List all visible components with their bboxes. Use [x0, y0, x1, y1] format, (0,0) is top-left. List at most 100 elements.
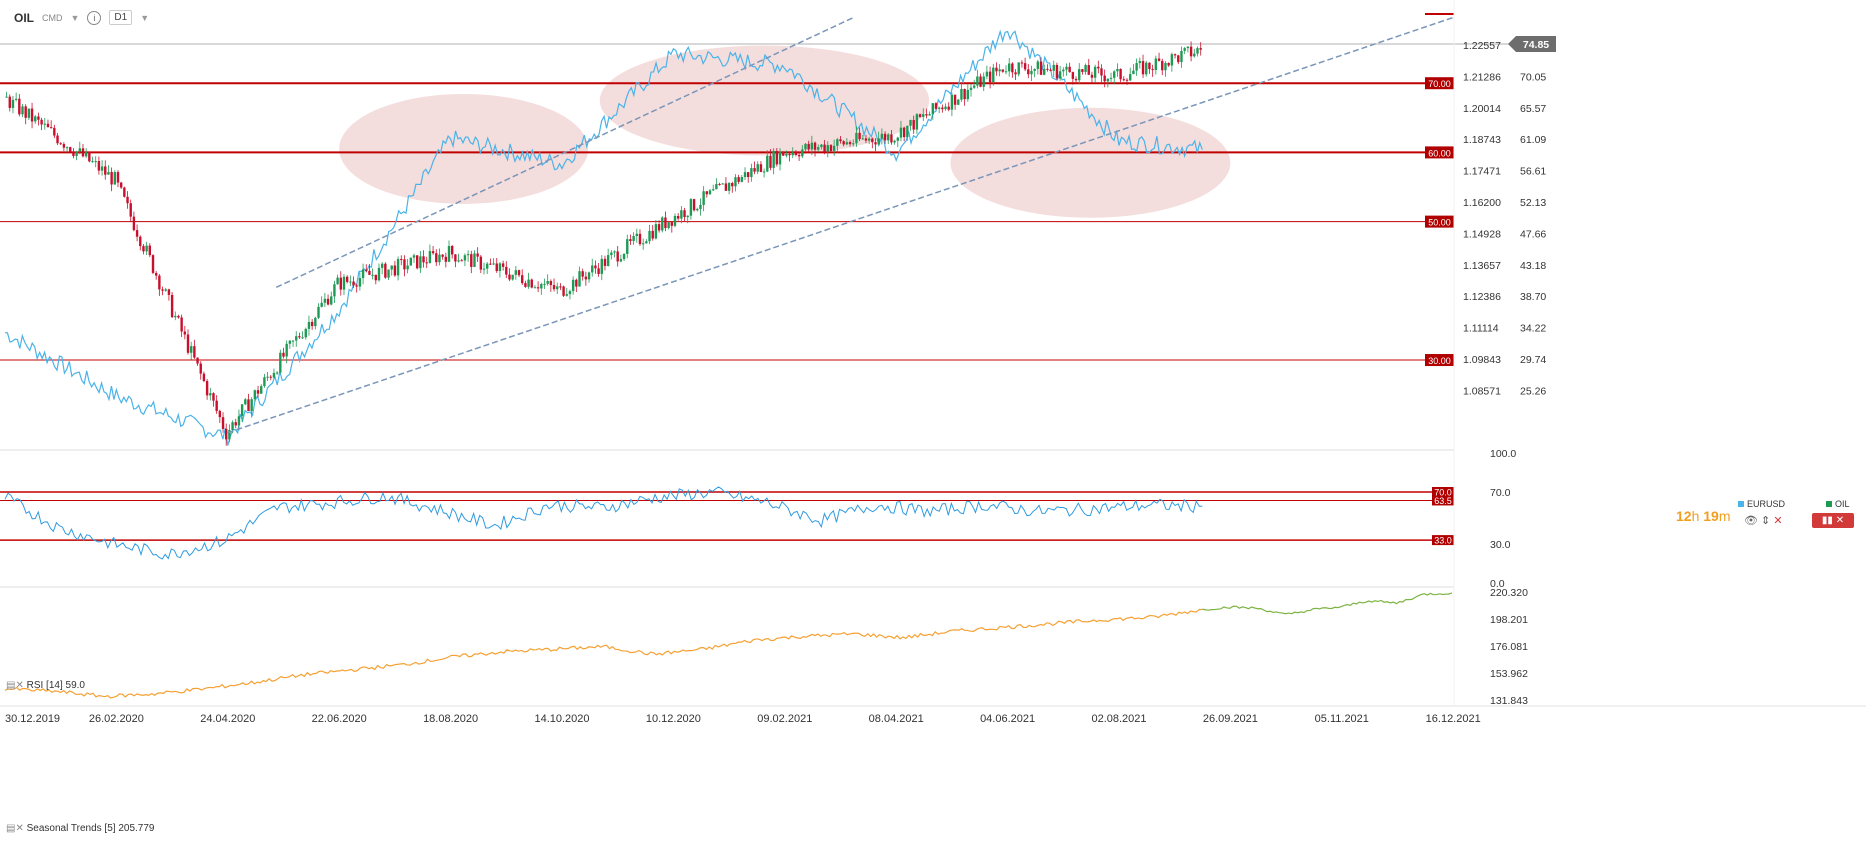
legend-eurusd[interactable]: EURUSD [1738, 499, 1785, 509]
oil-candle-body [883, 133, 887, 141]
oil-candle-body [275, 372, 279, 374]
trendline-upper-channel [275, 16, 854, 289]
reorder-icon[interactable]: ⇕ [1761, 515, 1771, 527]
oil-candle-body [21, 106, 24, 115]
oil-candle-body [661, 217, 664, 231]
oil-candle-body [804, 143, 807, 150]
oil-candle-body [1068, 66, 1071, 73]
oil-candle-body [893, 140, 896, 143]
oil-candle-body [972, 85, 976, 88]
oil-candle-body [209, 393, 212, 396]
oil-candle-body [934, 103, 938, 109]
oil-candle-body [193, 346, 196, 358]
oil-candle-body [1081, 69, 1084, 72]
oil-candle-body [167, 289, 171, 295]
oil-candle-body [116, 172, 120, 183]
oil-candle-body [72, 152, 75, 156]
close-icon[interactable]: ✕ [1773, 515, 1783, 527]
oil-candle-body [291, 340, 295, 342]
rsi-panel-label[interactable]: ▤✕ RSI [14] 59.0 [6, 680, 85, 691]
info-icon[interactable]: i [87, 10, 102, 25]
oil-candle-body [1036, 61, 1040, 69]
oil-axis-tick: 43.18 [1520, 260, 1546, 272]
oil-candle-body [104, 166, 107, 175]
seasonal-panel-label[interactable]: ▤✕ Seasonal Trends [5] 205.779 [6, 823, 154, 834]
oil-candle-body [56, 135, 59, 144]
x-axis-tick: 04.06.2021 [980, 713, 1035, 725]
chevron-down-icon[interactable]: ▼ [140, 12, 150, 23]
oil-candle-body [1084, 65, 1087, 72]
oil-candle-body [1145, 62, 1148, 75]
highlight-zone-1 [599, 45, 930, 156]
oil-candle-body [403, 259, 406, 270]
oil-candle-body [645, 241, 648, 244]
oil-candle-body [384, 263, 387, 278]
oil-candle-body [355, 285, 358, 287]
oil-candle-body [820, 144, 823, 148]
oil-candle-body [521, 275, 524, 284]
seasonal-axis-tick: 153.962 [1490, 668, 1528, 680]
oil-candle-body [549, 281, 553, 286]
oil-candle-body [164, 289, 167, 291]
oil-candle-body [845, 142, 849, 145]
eurusd-axis-tick: 1.12386 [1463, 291, 1501, 303]
oil-candle-body [680, 210, 683, 219]
timeframe-select[interactable]: D1 [109, 10, 133, 25]
oil-candle-body [759, 164, 763, 172]
oil-candle-body [97, 161, 101, 171]
legend-oil[interactable]: OIL [1826, 499, 1850, 509]
oil-candle-body [317, 306, 320, 318]
symbol-label[interactable]: OIL [14, 10, 34, 25]
oil-candle-body [699, 204, 702, 209]
oil-candle-body [1154, 58, 1158, 71]
oil-candle-body [641, 243, 645, 245]
oil-candle-body [387, 269, 390, 278]
seasonal-projection-line [1202, 592, 1453, 615]
oil-candle-body [1109, 77, 1113, 79]
oil-candle-body [501, 263, 505, 267]
oil-candle-body [107, 171, 110, 175]
oil-candle-body [750, 168, 753, 178]
seasonal-axis-tick: 220.320 [1490, 587, 1528, 599]
rsi-level-tag-label-1: 63.5 [1434, 496, 1452, 506]
oil-candle-body [368, 270, 371, 275]
close-icon[interactable]: ✕ [1835, 515, 1845, 526]
oil-candle-body [218, 410, 222, 418]
oil-candle-body [1039, 61, 1043, 75]
oil-candle-body [953, 94, 957, 105]
oil-series-controls[interactable]: ▮▮ ✕ [1812, 513, 1854, 528]
oil-candle-body [613, 251, 616, 253]
oil-candle-body [1011, 63, 1014, 73]
legend-oil-label: OIL [1835, 499, 1850, 509]
price-badge-bg [1508, 36, 1556, 52]
oil-candle-body [269, 376, 272, 378]
oil-candle-body [406, 265, 409, 270]
oil-candle-body [715, 184, 718, 190]
oil-candle-body [435, 253, 438, 263]
eye-icon[interactable]: 👁 [1744, 515, 1758, 527]
oil-candle-body [616, 251, 619, 262]
timer-hours-unit: h [1691, 508, 1700, 524]
panel-settings-icon[interactable]: ▤✕ [6, 823, 24, 834]
panel-settings-icon[interactable]: ▤✕ [6, 680, 24, 691]
oil-candle-body [342, 276, 346, 290]
oil-candle-body [183, 331, 187, 335]
oil-candle-body [135, 230, 139, 237]
oil-candle-body [336, 277, 339, 285]
oil-candle-body [234, 422, 237, 426]
oil-candle-body [887, 134, 890, 141]
oil-candle-body [250, 399, 253, 411]
oil-candle-body [295, 336, 298, 341]
level-tag-0 [1425, 77, 1454, 90]
oil-candle-body [632, 236, 635, 242]
oil-candle-body [664, 217, 667, 229]
oil-axis-tick: 25.26 [1520, 385, 1546, 397]
chevron-down-icon[interactable]: ▼ [70, 12, 80, 23]
oil-candle-body [14, 98, 18, 100]
candle-style-icon[interactable]: ▮▮ [1821, 515, 1833, 526]
oil-candle-body [18, 98, 21, 115]
oil-candle-body [1167, 62, 1170, 66]
oil-candle-body [1103, 75, 1106, 82]
oil-axis-tick: 65.57 [1520, 103, 1546, 115]
rsi-axis-tick: 30.0 [1490, 539, 1511, 551]
